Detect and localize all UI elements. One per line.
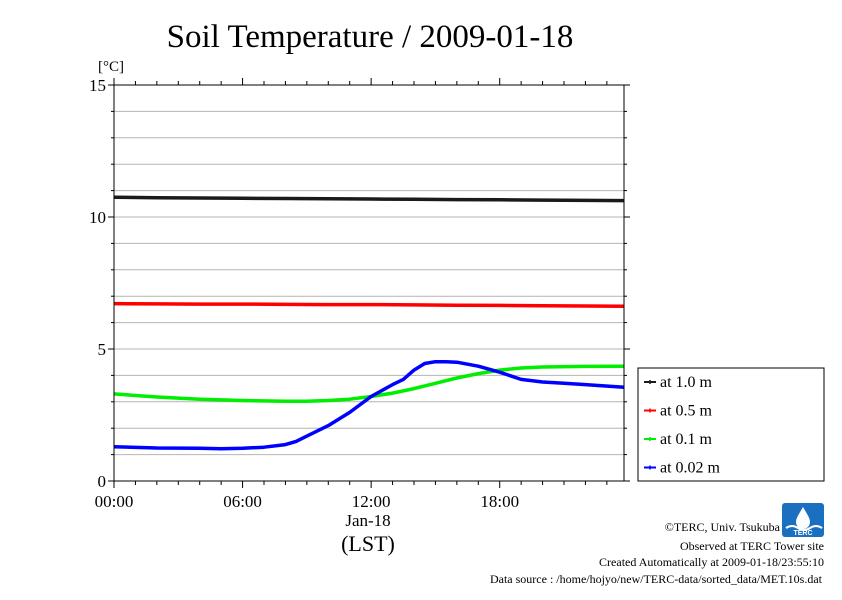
y-axis-unit-label: [°C] bbox=[98, 59, 124, 75]
legend: at 1.0 m at 0.5 m at 0.1 m at 0.02 m bbox=[637, 367, 825, 482]
legend-label: at 1.0 m bbox=[660, 374, 713, 391]
legend-label: at 0.1 m bbox=[660, 431, 713, 448]
plot-area-frame bbox=[113, 84, 625, 482]
x-axis-label: (LST) bbox=[341, 531, 395, 556]
x-tick-label: 12:00 bbox=[352, 492, 391, 511]
series-lines bbox=[113, 195, 625, 451]
credits: ©TERC, Univ. Tsukuba Observed at TERC To… bbox=[490, 520, 824, 586]
credit-site: Observed at TERC Tower site bbox=[680, 539, 824, 553]
credit-created: Created Automatically at 2009-01-18/23:5… bbox=[599, 555, 824, 569]
credit-source: Data source : /home/hojyo/new/TERC-data/… bbox=[490, 572, 823, 586]
y-tick-label: 10 bbox=[89, 208, 106, 227]
x-tick-label: 00:00 bbox=[95, 492, 134, 511]
grid-lines bbox=[114, 110, 624, 456]
wave-icon bbox=[785, 525, 823, 531]
legend-label: at 0.5 m bbox=[660, 403, 713, 420]
series-line bbox=[113, 364, 625, 404]
chart-title: Soil Temperature / 2009-01-18 bbox=[167, 19, 574, 55]
axis-ticks: 0 5 10 15 00:00 06:00 12:00 18:00 bbox=[89, 76, 630, 511]
terc-logo: TERC bbox=[782, 503, 824, 537]
x-tick-label: 06:00 bbox=[223, 492, 262, 511]
credit-copyright: ©TERC, Univ. Tsukuba bbox=[665, 520, 781, 534]
terc-logo-text: TERC bbox=[793, 530, 812, 537]
y-tick-label: 15 bbox=[89, 76, 106, 95]
drop-icon bbox=[796, 507, 810, 529]
legend-box bbox=[637, 367, 825, 482]
x-axis-date-label: Jan-18 bbox=[345, 511, 390, 530]
y-tick-label: 5 bbox=[98, 340, 107, 359]
legend-label: at 0.02 m bbox=[660, 460, 721, 477]
x-tick-label: 18:00 bbox=[480, 492, 519, 511]
series-line bbox=[113, 301, 625, 308]
series-line bbox=[113, 359, 625, 451]
series-line bbox=[113, 195, 625, 203]
y-tick-label: 0 bbox=[98, 472, 107, 491]
